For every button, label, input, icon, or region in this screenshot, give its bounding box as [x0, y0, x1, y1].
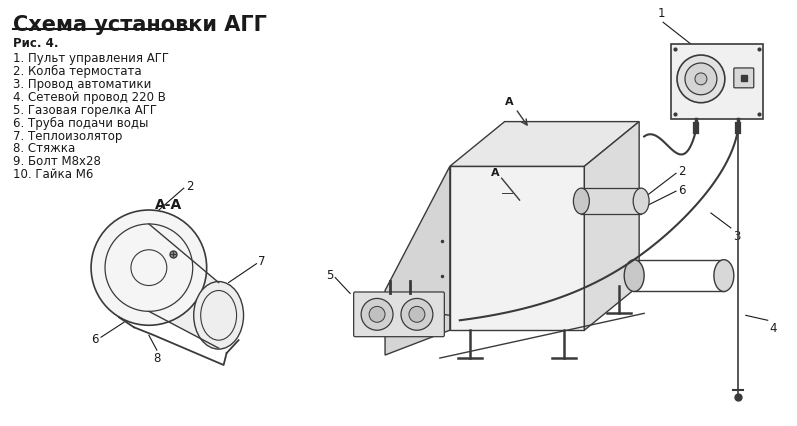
Text: 6: 6 [92, 333, 99, 345]
Polygon shape [671, 44, 763, 118]
Text: 5. Газовая горелка АГГ: 5. Газовая горелка АГГ [14, 104, 157, 117]
Text: А: А [505, 97, 514, 106]
Circle shape [695, 73, 707, 85]
Text: А: А [491, 168, 500, 178]
Ellipse shape [633, 188, 649, 214]
Circle shape [91, 210, 206, 325]
Text: 8. Стяжка: 8. Стяжка [14, 142, 76, 155]
Text: 9. Болт М8х28: 9. Болт М8х28 [14, 155, 101, 168]
Text: 5: 5 [326, 269, 333, 282]
Circle shape [401, 299, 433, 330]
Text: 8: 8 [153, 352, 160, 365]
Circle shape [677, 55, 724, 103]
Ellipse shape [573, 188, 589, 214]
Circle shape [369, 306, 385, 322]
FancyBboxPatch shape [734, 68, 754, 88]
Text: А-А: А-А [155, 198, 183, 212]
Text: 1: 1 [658, 7, 665, 20]
FancyBboxPatch shape [354, 292, 445, 337]
Polygon shape [450, 121, 639, 166]
Text: Рис. 4.: Рис. 4. [14, 37, 59, 50]
Text: 2. Колба термостата: 2. Колба термостата [14, 65, 142, 78]
Circle shape [361, 299, 393, 330]
Text: 2: 2 [678, 165, 685, 178]
Text: 4: 4 [770, 322, 777, 335]
Text: 6: 6 [678, 184, 685, 197]
Ellipse shape [194, 282, 244, 349]
Text: 10. Гайка М6: 10. Гайка М6 [14, 168, 94, 181]
Text: 4. Сетевой провод 220 В: 4. Сетевой провод 220 В [14, 91, 167, 104]
Text: Схема установки АГГ: Схема установки АГГ [14, 15, 267, 35]
Text: 1. Пульт управления АГГ: 1. Пульт управления АГГ [14, 52, 169, 65]
Circle shape [685, 63, 717, 95]
Text: 2: 2 [186, 180, 193, 193]
Circle shape [409, 306, 425, 322]
Text: 7. Теплоизолятор: 7. Теплоизолятор [14, 130, 123, 143]
Text: 3. Провод автоматики: 3. Провод автоматики [14, 78, 151, 91]
Polygon shape [450, 166, 584, 330]
Polygon shape [584, 121, 639, 330]
Ellipse shape [714, 260, 734, 291]
Ellipse shape [624, 260, 644, 291]
Text: 3: 3 [732, 230, 740, 243]
Polygon shape [385, 166, 450, 355]
Text: 7: 7 [258, 255, 266, 268]
Text: 6. Труба подачи воды: 6. Труба подачи воды [14, 117, 149, 130]
